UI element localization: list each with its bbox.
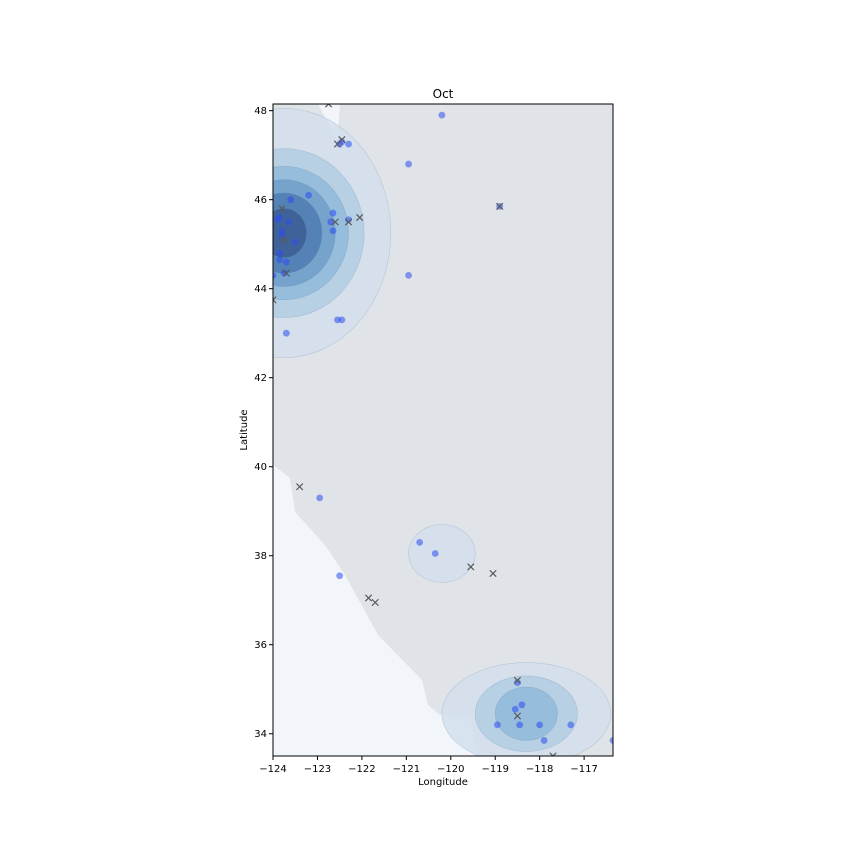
point-marker: [276, 256, 284, 264]
cross-marker: [344, 218, 353, 226]
point-marker: [511, 705, 519, 713]
point-marker: [278, 231, 286, 239]
point-marker: [291, 238, 299, 246]
point-marker: [327, 218, 335, 226]
cross-marker: [513, 676, 522, 684]
plot-area: [273, 104, 613, 756]
point-marker: [609, 737, 613, 744]
cross-marker: [278, 204, 286, 213]
point-marker: [516, 721, 524, 729]
x-tick-label: −119: [481, 764, 508, 775]
cross-marker: [364, 594, 373, 602]
point-marker: [494, 721, 501, 729]
x-tick-label: −122: [348, 764, 375, 775]
point-marker: [287, 196, 295, 204]
cross-marker: [467, 563, 475, 571]
point-marker: [329, 209, 337, 217]
chart-title: Oct: [433, 87, 454, 101]
point-marker: [282, 329, 290, 337]
y-tick-label: 48: [254, 106, 267, 117]
point-marker: [316, 494, 324, 502]
density-contour: [408, 524, 476, 583]
x-tick-label: −120: [437, 764, 464, 775]
y-tick-label: 42: [254, 373, 267, 384]
point-marker: [336, 572, 344, 580]
y-tick-label: 36: [254, 640, 267, 651]
point-marker: [338, 316, 346, 324]
cross-marker: [371, 598, 379, 607]
point-marker: [438, 111, 446, 119]
cross-marker: [333, 140, 342, 148]
data-points: [273, 104, 613, 756]
x-tick-label: −123: [304, 764, 331, 775]
point-marker: [276, 249, 284, 257]
point-marker: [273, 271, 277, 279]
point-marker: [305, 191, 312, 199]
ocean-region: [273, 465, 478, 756]
cross-marker: [489, 569, 497, 578]
y-tick-label: 38: [254, 551, 267, 562]
point-marker: [540, 737, 548, 744]
x-axis: −124 −123 −122 −121 −120 −119 −118 −117: [259, 756, 598, 775]
point-marker: [282, 258, 290, 266]
point-marker: [416, 538, 424, 546]
y-tick-label: 46: [254, 195, 267, 206]
cross-marker: [324, 104, 333, 108]
point-marker: [518, 701, 526, 709]
cross-marker: [296, 483, 304, 491]
x-axis-title: Longitude: [418, 777, 468, 788]
point-marker: [405, 271, 412, 279]
y-tick-label: 44: [254, 284, 267, 295]
plot-frame: [272, 103, 614, 757]
point-marker: [345, 216, 352, 224]
point-marker: [514, 679, 521, 686]
point-marker: [431, 550, 439, 557]
y-tick-label: 34: [254, 729, 267, 740]
point-marker: [567, 721, 575, 729]
density-contour: [494, 686, 558, 741]
cross-marker: [282, 269, 290, 277]
density-contour: [273, 208, 307, 258]
point-marker: [338, 138, 346, 146]
x-tick-label: −124: [259, 764, 286, 775]
x-tick-label: −118: [526, 764, 553, 775]
x-tick-label: −121: [393, 764, 420, 775]
x-tick-label: −117: [570, 764, 597, 775]
point-marker: [280, 269, 288, 277]
point-marker: [329, 227, 337, 235]
point-marker: [345, 140, 352, 148]
y-tick-label: 40: [254, 462, 267, 473]
y-axis-title: Latitude: [239, 409, 250, 450]
point-marker: [405, 160, 412, 168]
cross-marker: [356, 213, 364, 222]
y-axis: 34 36 38 40 42 44 46 48: [254, 106, 273, 740]
cross-marker: [273, 296, 277, 304]
point-marker: [276, 214, 284, 221]
cross-marker: [513, 712, 522, 720]
point-marker: [285, 218, 292, 226]
cross-marker: [549, 752, 557, 756]
cross-marker: [280, 236, 288, 244]
point-marker: [536, 721, 544, 729]
cross-marker: [496, 202, 504, 210]
cross-marker: [331, 218, 339, 226]
